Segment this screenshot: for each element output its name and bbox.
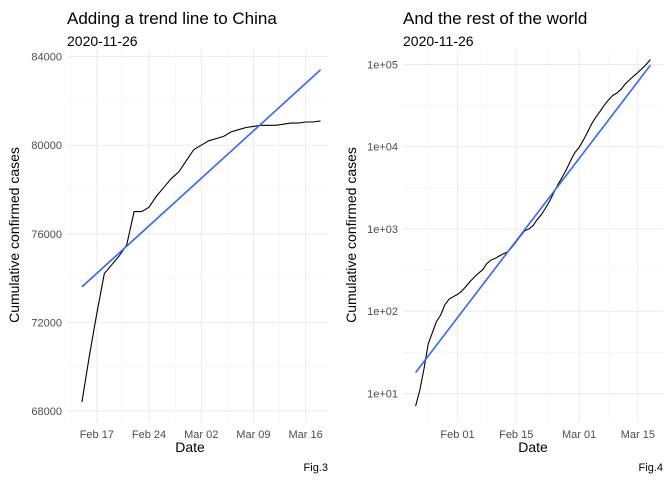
y-tick-label: 1e+01 [367, 388, 398, 400]
x-axis-title: Date [518, 439, 548, 455]
plot-area-world: Feb 01 Feb 15 Mar 01 Mar 15 1e+01 1e+02 1e+03 1… [367, 50, 663, 441]
x-tick-label: Mar 02 [184, 429, 218, 441]
y-axis-title: Cumulative confirmed cases [343, 147, 359, 323]
trend-line [414, 64, 652, 373]
y-tick-label: 1e+04 [367, 142, 398, 154]
x-tick-label: Feb 15 [499, 429, 533, 441]
figure-caption: Fig.3 [304, 462, 328, 474]
x-axis-title: Date [175, 439, 205, 455]
x-tick-label: Mar 15 [621, 429, 655, 441]
y-tick-label: 84000 [31, 52, 62, 64]
x-tick-label: Mar 09 [236, 429, 270, 441]
cases-line [81, 120, 321, 403]
cases-line [415, 59, 651, 407]
figure-caption: Fig.4 [639, 462, 663, 474]
y-tick-label: 1e+05 [367, 59, 398, 71]
x-tick-label: Feb 24 [132, 429, 166, 441]
panel-china: Adding a trend line to China 2020-11-26 … [6, 9, 328, 474]
plot-area-china: Feb 17 Feb 24 Mar 02 Mar 09 Mar 16 68000 72000… [31, 50, 328, 441]
y-tick-label: 68000 [31, 406, 62, 418]
panel-world: And the rest of the world 2020-11-26 Feb… [343, 9, 663, 474]
trend-line [81, 69, 322, 288]
x-tick-label: Mar 16 [289, 429, 323, 441]
y-tick-label: 76000 [31, 229, 62, 241]
panel-subtitle: 2020-11-26 [67, 33, 138, 49]
panel-title: And the rest of the world [403, 9, 587, 28]
y-tick-label: 80000 [31, 140, 62, 152]
x-tick-label: Mar 01 [562, 429, 596, 441]
panel-title: Adding a trend line to China [67, 9, 277, 28]
y-tick-label: 1e+03 [367, 224, 398, 236]
x-tick-label: Feb 17 [80, 429, 114, 441]
x-tick-label: Feb 01 [440, 429, 474, 441]
y-tick-label: 72000 [31, 317, 62, 329]
y-axis-title: Cumulative confirmed cases [6, 147, 22, 323]
panel-subtitle: 2020-11-26 [403, 33, 474, 49]
y-tick-label: 1e+02 [367, 306, 398, 318]
